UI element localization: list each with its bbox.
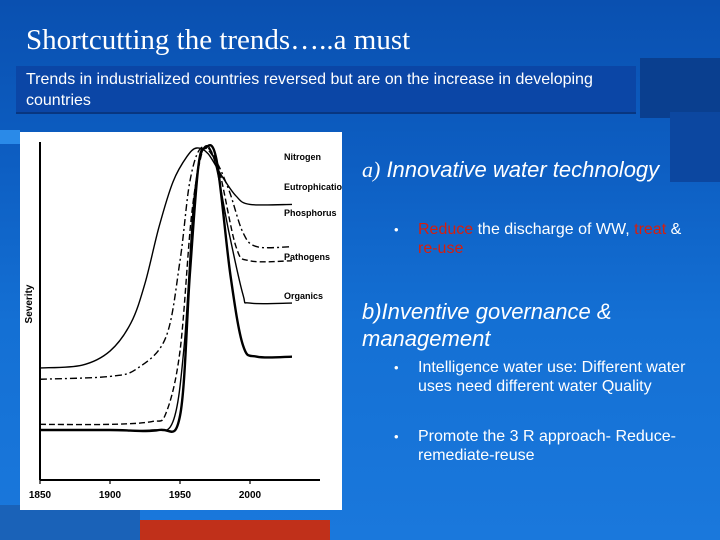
x-tick-label-1950: 1950 xyxy=(169,490,192,501)
series-line-eutrophication xyxy=(39,146,293,380)
bullet-b2: • Promote the 3 R approach- Reduce-remed… xyxy=(394,427,688,465)
section-a-heading-text: Innovative water technology xyxy=(380,157,660,182)
decor-block-left xyxy=(0,130,20,144)
bullet-a1-reuse: re-use xyxy=(418,240,464,257)
bullet-a1: • Reduce the discharge of WW, treat & re… xyxy=(394,220,698,258)
bullet-b1: • Intelligence water use: Different wate… xyxy=(394,358,688,396)
bullet-a1-treat: treat xyxy=(634,221,667,238)
severity-chart: Nitrogen Eutrophication Phosphorus Pathogen… xyxy=(24,142,342,501)
series-line-pathogens xyxy=(39,144,293,432)
x-tick-label-2000: 2000 xyxy=(239,490,262,501)
subtitle-box: Trends in industrialized countries rever… xyxy=(16,66,636,112)
series-line-phosphorus xyxy=(39,145,293,426)
bullet-dot: • xyxy=(394,429,399,444)
bullet-b2-text: Promote the 3 R approach- Reduce-remedia… xyxy=(418,428,676,464)
x-tick-label-1850: 1850 xyxy=(29,490,52,501)
section-b-heading: b)Inventive governance & management xyxy=(362,299,612,351)
bullet-b1-text: Intelligence water use: Different water … xyxy=(418,359,686,395)
bullet-dot: • xyxy=(394,222,399,237)
bullet-a1-reduce: Reduce xyxy=(418,221,474,238)
chart-panel: Nitrogen Eutrophication Phosphorus Pathogen… xyxy=(20,132,342,510)
subtitle-text: Trends in industrialized countries rever… xyxy=(26,71,593,109)
decor-block-bottom-left xyxy=(0,505,140,540)
decor-block-right xyxy=(670,112,720,182)
y-axis-label: Severity xyxy=(24,284,35,323)
section-a-prefix: a) xyxy=(362,157,381,182)
decor-block-top-right xyxy=(640,58,720,118)
slide-title: Shortcutting the trends…..a must xyxy=(26,24,411,56)
series-line-organics xyxy=(39,143,293,433)
series-label-eutrophication: Eutrophication xyxy=(284,182,342,192)
bullet-dot: • xyxy=(394,360,399,375)
series-label-phosphorus: Phosphorus xyxy=(284,208,337,218)
decor-block-bottom-red xyxy=(140,520,330,540)
series-line-nitrogen xyxy=(39,147,293,369)
x-tick-label-1900: 1900 xyxy=(99,490,122,501)
section-a-heading: a) Innovative water technology xyxy=(362,156,702,183)
series-label-organics: Organics xyxy=(284,291,323,301)
series-label-pathogens: Pathogens xyxy=(284,252,330,262)
bullet-a1-text2: & xyxy=(666,221,682,238)
bullet-a1-text1: the discharge of WW, xyxy=(473,221,630,238)
series-label-nitrogen: Nitrogen xyxy=(284,152,321,162)
